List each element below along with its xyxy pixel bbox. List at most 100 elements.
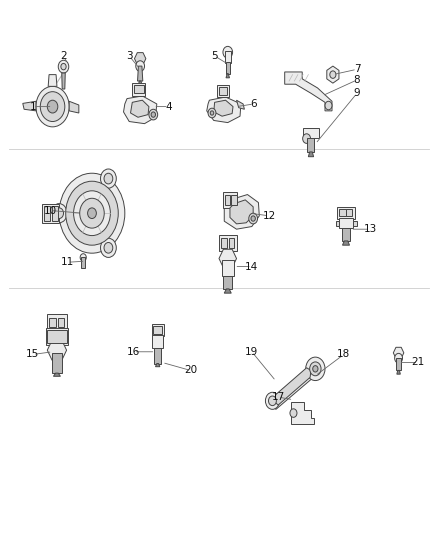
Bar: [132, 83, 145, 96]
Bar: [396, 358, 401, 370]
Circle shape: [66, 181, 118, 245]
Polygon shape: [230, 200, 253, 224]
Text: 1: 1: [29, 102, 36, 111]
Text: 7: 7: [353, 64, 360, 74]
Circle shape: [325, 101, 332, 110]
Bar: [223, 192, 237, 208]
Polygon shape: [138, 66, 143, 81]
Bar: [342, 228, 350, 241]
Text: 4: 4: [165, 102, 172, 111]
Circle shape: [251, 216, 255, 221]
Bar: [152, 324, 164, 336]
Text: 11: 11: [61, 257, 74, 267]
Circle shape: [208, 108, 216, 118]
Text: 8: 8: [353, 75, 360, 85]
Circle shape: [310, 362, 321, 376]
Bar: [47, 314, 67, 329]
Polygon shape: [393, 348, 404, 358]
Text: 10: 10: [44, 206, 57, 215]
Circle shape: [268, 396, 276, 406]
Polygon shape: [23, 101, 36, 111]
Circle shape: [265, 392, 279, 409]
Circle shape: [290, 409, 297, 417]
Text: 20: 20: [184, 366, 197, 375]
Bar: [81, 257, 85, 268]
Bar: [47, 330, 67, 343]
Bar: [307, 138, 314, 152]
Polygon shape: [47, 340, 67, 360]
Text: 16: 16: [127, 347, 140, 357]
Polygon shape: [291, 402, 314, 424]
Circle shape: [88, 208, 96, 219]
Polygon shape: [343, 241, 350, 245]
Circle shape: [149, 109, 158, 120]
Bar: [153, 326, 162, 334]
Bar: [229, 238, 234, 248]
Circle shape: [151, 112, 155, 117]
Circle shape: [80, 254, 86, 261]
Circle shape: [55, 208, 64, 219]
Circle shape: [249, 213, 258, 224]
Bar: [337, 207, 355, 219]
Circle shape: [104, 173, 113, 184]
Polygon shape: [138, 81, 142, 85]
Circle shape: [330, 71, 336, 78]
Circle shape: [47, 100, 58, 113]
Text: 13: 13: [364, 224, 377, 234]
Circle shape: [80, 198, 104, 228]
Polygon shape: [214, 100, 233, 116]
Bar: [225, 195, 230, 205]
Circle shape: [104, 243, 113, 253]
Polygon shape: [53, 373, 60, 376]
Polygon shape: [269, 364, 318, 409]
Bar: [42, 204, 59, 223]
Bar: [339, 209, 346, 216]
Circle shape: [100, 238, 117, 257]
Bar: [303, 128, 319, 138]
Circle shape: [306, 357, 325, 381]
Circle shape: [313, 366, 318, 372]
Bar: [226, 62, 230, 74]
Bar: [231, 195, 237, 205]
Circle shape: [58, 60, 69, 73]
Circle shape: [395, 353, 403, 363]
Polygon shape: [224, 195, 259, 229]
Text: 12: 12: [263, 211, 276, 221]
Polygon shape: [285, 72, 332, 111]
Polygon shape: [62, 73, 65, 89]
Polygon shape: [134, 53, 146, 64]
Text: 2: 2: [60, 51, 67, 61]
Bar: [154, 348, 161, 364]
Text: 9: 9: [353, 88, 360, 98]
Text: 17: 17: [272, 392, 285, 402]
Text: 6: 6: [251, 99, 258, 109]
Polygon shape: [353, 221, 357, 226]
Text: 15: 15: [26, 350, 39, 359]
Bar: [52, 206, 58, 221]
Polygon shape: [274, 368, 311, 405]
Circle shape: [210, 111, 214, 115]
Polygon shape: [155, 364, 160, 367]
Circle shape: [100, 169, 117, 188]
Circle shape: [223, 46, 233, 58]
Polygon shape: [219, 249, 237, 268]
Bar: [44, 206, 50, 221]
Bar: [222, 260, 234, 276]
Bar: [219, 235, 237, 251]
Polygon shape: [224, 289, 231, 293]
Circle shape: [36, 86, 69, 127]
Circle shape: [59, 173, 125, 253]
Text: 3: 3: [126, 51, 133, 61]
Polygon shape: [327, 66, 339, 83]
Bar: [217, 85, 229, 97]
Polygon shape: [124, 96, 157, 124]
Text: 21: 21: [412, 358, 425, 367]
Circle shape: [303, 134, 311, 143]
Bar: [52, 353, 62, 373]
Bar: [346, 209, 352, 216]
Bar: [46, 328, 68, 345]
Circle shape: [61, 63, 66, 70]
Text: 18: 18: [337, 350, 350, 359]
Bar: [134, 85, 144, 93]
Text: 5: 5: [211, 51, 218, 61]
